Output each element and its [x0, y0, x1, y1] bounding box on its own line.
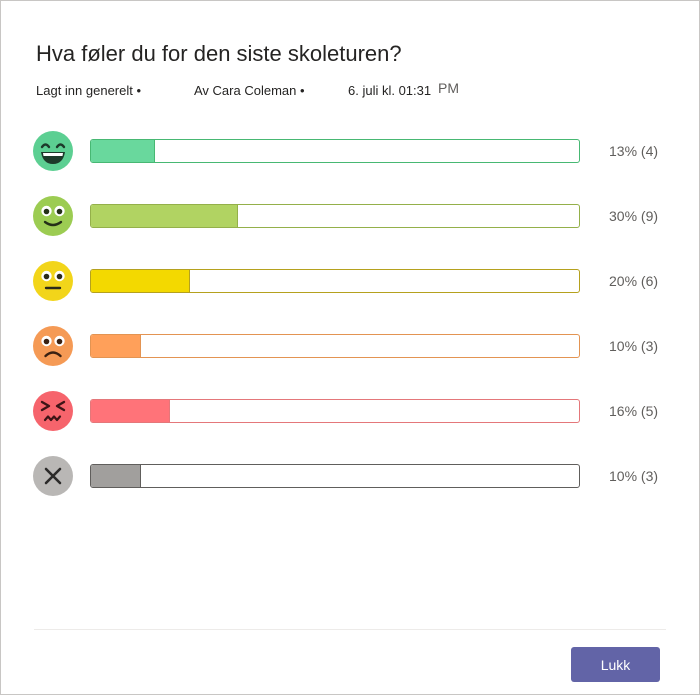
- result-percent: 10% (3): [609, 468, 659, 484]
- close-button[interactable]: Lukk: [571, 647, 660, 682]
- poll-option-row: 30% (9): [33, 196, 673, 238]
- poll-option-row: 13% (4): [33, 131, 673, 173]
- result-bar: [90, 334, 580, 358]
- result-bar-fill: [91, 205, 239, 227]
- poll-option-row: 16% (5): [33, 391, 673, 433]
- distressed-face-icon: [33, 391, 73, 431]
- result-bar-fill: [91, 335, 141, 357]
- poll-time-ampm: PM: [438, 80, 459, 96]
- neutral-face-icon: [33, 261, 73, 301]
- result-percent: 20% (6): [609, 273, 659, 289]
- sad-face-icon: [33, 326, 73, 366]
- footer-divider: [34, 629, 666, 630]
- posted-in-channel: Lagt inn generelt •: [36, 83, 142, 98]
- poll-question: Hva føler du for den siste skoleturen?: [36, 41, 402, 66]
- result-bar-fill: [91, 465, 141, 487]
- result-percent: 13% (4): [609, 143, 659, 159]
- result-bar: [90, 399, 580, 423]
- poll-option-row: 10% (3): [33, 456, 673, 498]
- laughing-face-icon: [33, 131, 73, 171]
- result-bar: [90, 139, 580, 163]
- result-bar: [90, 464, 580, 488]
- result-bar: [90, 204, 580, 228]
- result-bar-fill: [91, 140, 156, 162]
- poll-option-row: 20% (6): [33, 261, 673, 303]
- result-percent: 30% (9): [609, 208, 659, 224]
- result-percent: 16% (5): [609, 403, 659, 419]
- result-bar: [90, 269, 580, 293]
- result-bar-fill: [91, 400, 171, 422]
- poll-author: Av Cara Coleman •: [194, 83, 305, 98]
- poll-option-row: 10% (3): [33, 326, 673, 368]
- smiling-face-icon: [33, 196, 73, 236]
- result-percent: 10% (3): [609, 338, 659, 354]
- cross-icon: [33, 456, 73, 496]
- poll-date: 6. juli kl. 01:31: [348, 83, 432, 98]
- result-bar-fill: [91, 270, 190, 292]
